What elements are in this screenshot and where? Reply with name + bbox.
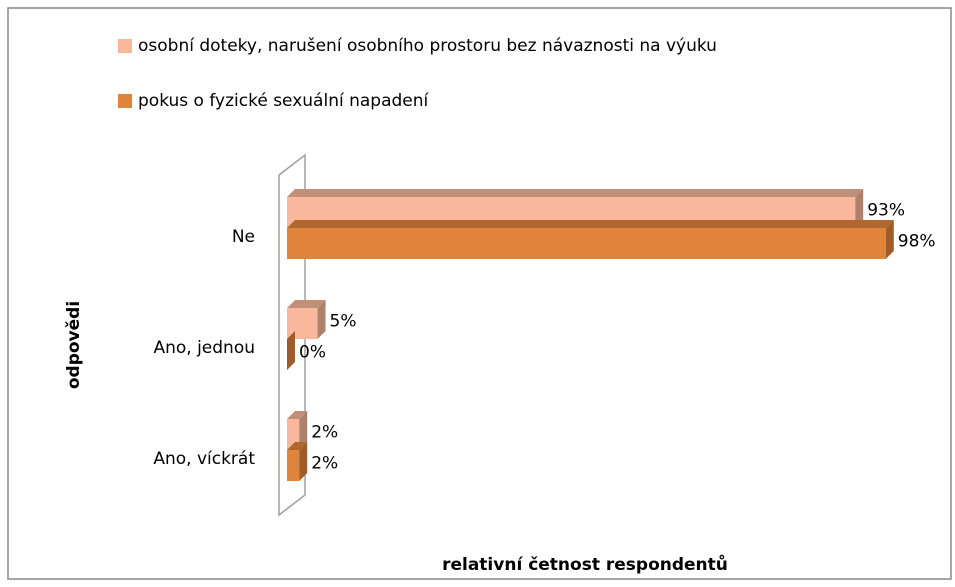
bar-side bbox=[299, 411, 308, 450]
bar-side bbox=[287, 331, 295, 370]
legend-swatch bbox=[118, 94, 132, 108]
legend-label: osobní doteky, narušení osobního prostor… bbox=[138, 36, 717, 56]
bar bbox=[287, 442, 308, 481]
y-axis-title: odpovědi bbox=[64, 301, 84, 389]
bar bbox=[287, 300, 326, 339]
legend-label: pokus o fyzické sexuální napadení bbox=[138, 91, 430, 111]
bar-side bbox=[855, 189, 864, 228]
chart-frame bbox=[7, 7, 952, 580]
bar bbox=[287, 220, 894, 259]
y-tick-label: Ne bbox=[232, 227, 255, 247]
bar-top bbox=[287, 442, 308, 450]
bar-side bbox=[885, 220, 894, 259]
bar-side bbox=[299, 442, 308, 481]
bar-front bbox=[287, 228, 886, 259]
bar-top bbox=[287, 411, 308, 419]
bar-front bbox=[287, 450, 300, 481]
data-label: 0% bbox=[299, 343, 326, 363]
bar-side bbox=[317, 300, 326, 339]
data-label: 93% bbox=[867, 201, 905, 221]
data-label: 2% bbox=[311, 454, 338, 474]
bar-front bbox=[287, 308, 318, 339]
data-label: 98% bbox=[898, 232, 936, 252]
y-tick-label: Ano, víckrát bbox=[153, 449, 255, 469]
bar-top bbox=[287, 300, 326, 308]
back-wall bbox=[278, 153, 306, 517]
data-label: 5% bbox=[330, 312, 357, 332]
bar bbox=[287, 331, 295, 370]
legend-swatch bbox=[118, 39, 132, 53]
x-axis-title: relativní četnost respondentů bbox=[442, 553, 728, 575]
bar-top bbox=[287, 220, 894, 228]
bar-top bbox=[287, 189, 864, 197]
y-tick-label: Ano, jednou bbox=[153, 338, 255, 358]
data-label: 2% bbox=[311, 423, 338, 443]
